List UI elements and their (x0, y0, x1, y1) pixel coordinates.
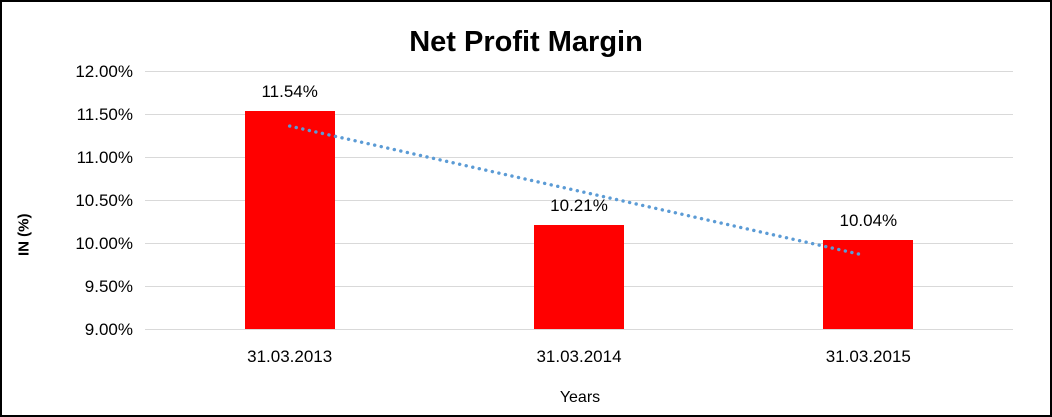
bar[interactable] (823, 239, 914, 329)
bar[interactable] (534, 224, 624, 329)
y-axis-tick-label: 11.50% (76, 104, 133, 124)
y-axis-tick-label: 11.00% (76, 147, 133, 167)
chart-title: Net Profit Margin (409, 26, 643, 58)
x-axis-tick-label: 31.03.2015 (825, 347, 911, 366)
bar[interactable] (244, 110, 335, 329)
x-axis-tick-label: 31.03.2014 (536, 347, 622, 366)
y-axis-tick-label: 12.00% (75, 61, 133, 81)
x-axis-tick-label: 31.03.2013 (247, 347, 333, 366)
y-gridline (145, 328, 1013, 330)
x-axis-title: Years (559, 389, 601, 406)
y-gridline (145, 113, 1013, 115)
bar-value-label: 11.54% (261, 81, 318, 101)
y-gridline (145, 70, 1013, 72)
y-axis-tick-label: 10.00% (75, 233, 133, 253)
y-axis-tick-label: 10.50% (75, 190, 133, 210)
bar-value-label: 10.21% (550, 195, 608, 215)
bar-value-label: 10.04% (839, 210, 898, 230)
y-axis-tick-label: 9.00% (84, 319, 133, 339)
y-axis-tick-label: 9.50% (84, 276, 133, 296)
